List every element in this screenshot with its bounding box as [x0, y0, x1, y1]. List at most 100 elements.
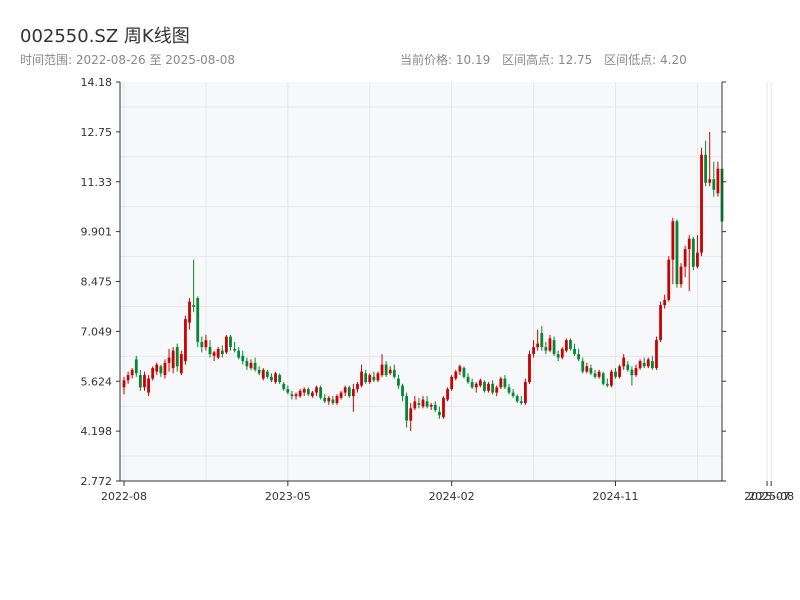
candle [253, 357, 257, 372]
candle-body [384, 364, 388, 376]
candle [552, 336, 556, 356]
candle [650, 355, 654, 370]
grid-lines [120, 82, 772, 481]
candle [622, 354, 626, 370]
candle [388, 366, 392, 376]
candle [261, 368, 265, 381]
candle [487, 382, 490, 393]
candle-body [138, 375, 142, 388]
candle [630, 366, 634, 386]
candle [327, 396, 331, 405]
candle-body [495, 387, 499, 393]
candle [347, 385, 351, 398]
candle-body [630, 369, 634, 376]
candle-body [425, 401, 429, 407]
candle-body [544, 347, 548, 351]
candle-body [478, 380, 482, 386]
candle [716, 161, 720, 197]
y-tick-label: 5.624 [81, 375, 113, 388]
candles [122, 132, 724, 432]
candle-body [491, 383, 495, 393]
candle-body [589, 368, 593, 374]
candle-body [315, 387, 318, 393]
candle [585, 362, 589, 374]
time-range-label: 时间范围: [20, 53, 73, 67]
candle-body [585, 366, 589, 372]
time-range: 时间范围: 2022-08-26 至 2025-08-08 [20, 51, 235, 68]
candle-body [323, 397, 327, 402]
candle [294, 392, 298, 400]
candle [224, 334, 228, 355]
candle-body [237, 350, 241, 358]
candle [315, 385, 318, 397]
candle [454, 369, 458, 381]
axes: 2.772 4.198 5.624 7.049 8.475 9.901 11.33 12.75… [81, 76, 795, 503]
candle-body [270, 376, 273, 381]
candle-body [261, 369, 265, 379]
candle [319, 385, 323, 400]
x-tick-label: 2023-05 [265, 490, 311, 503]
candle-body [143, 375, 146, 388]
candle [511, 389, 515, 398]
candle [466, 373, 470, 384]
candle [429, 403, 433, 411]
candle [270, 373, 273, 383]
candle-body [245, 361, 249, 367]
candle [184, 315, 187, 365]
candle [528, 350, 531, 384]
candle-body [638, 361, 642, 369]
candle-body [704, 154, 708, 183]
candle-body [466, 376, 470, 383]
candle [220, 345, 224, 358]
y-tick-label: 14.18 [81, 76, 113, 89]
candle-body [515, 396, 519, 402]
candle-body [601, 373, 605, 384]
candle [159, 364, 163, 377]
candle [474, 382, 478, 393]
candle-body [675, 221, 679, 285]
candle [437, 406, 441, 419]
candle-body [614, 371, 617, 377]
candle-body [687, 238, 691, 250]
candle-body [126, 375, 130, 381]
candle-body [712, 179, 716, 190]
candle-body [122, 380, 126, 388]
candle [143, 371, 146, 391]
candle [503, 375, 507, 390]
candle [306, 387, 310, 397]
candle-body [618, 366, 622, 377]
candle-body [462, 368, 466, 377]
candle-body [626, 364, 630, 370]
candle [556, 350, 560, 362]
time-range-end: 2025-08-08 [165, 53, 236, 67]
candle [216, 347, 220, 360]
candle [515, 394, 519, 404]
candle-body [364, 373, 368, 383]
candle-body [347, 387, 351, 397]
candle [548, 334, 552, 353]
candle-body [716, 168, 720, 194]
candle [245, 357, 249, 370]
current-price-label: 当前价格: [400, 53, 453, 67]
candle [593, 369, 597, 379]
candle-body [343, 387, 347, 393]
candle-body [392, 369, 396, 377]
candle [298, 389, 302, 398]
candle [257, 366, 261, 376]
candle [343, 385, 347, 397]
candle-body [216, 348, 220, 358]
candle-body [179, 354, 183, 374]
candle-body [646, 359, 650, 367]
candle [597, 369, 601, 379]
candle-body [622, 357, 626, 367]
candle-body [130, 369, 134, 376]
candle-body [372, 376, 376, 381]
candle-body [306, 389, 310, 395]
candle [523, 378, 527, 405]
candle [147, 375, 150, 397]
candle-body [650, 361, 654, 369]
candle-body [134, 359, 138, 374]
candle [286, 385, 290, 395]
candle-body [155, 364, 159, 372]
candle-body [708, 179, 712, 183]
